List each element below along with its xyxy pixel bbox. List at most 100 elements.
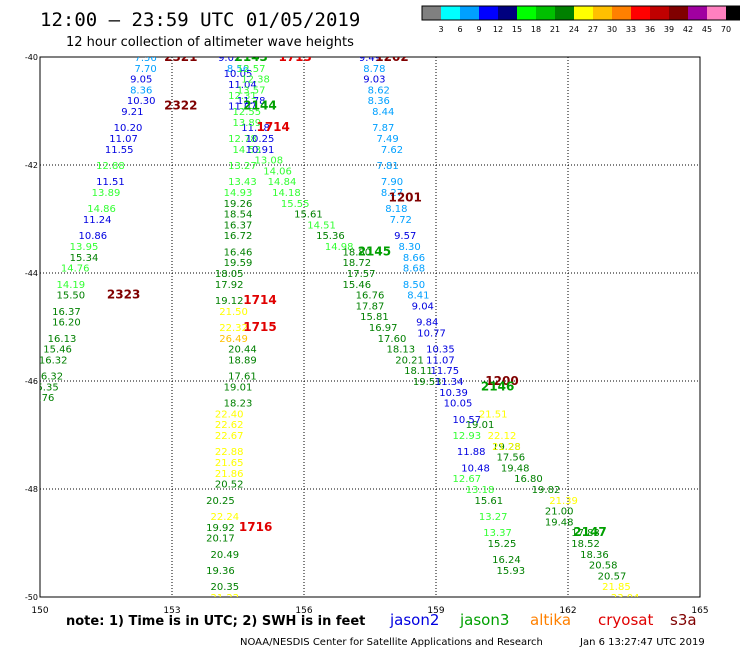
pass-time-label: 2145 bbox=[358, 244, 391, 258]
colorbar-swatch bbox=[441, 6, 460, 20]
swh-value-label: 19.36 bbox=[206, 566, 235, 577]
swh-value-label: 13.37 bbox=[483, 528, 512, 539]
swh-value-label: 14.51 bbox=[307, 220, 336, 231]
swh-value-label: 10.25 bbox=[246, 134, 275, 145]
swh-value-label: 11.75 bbox=[430, 366, 459, 377]
swh-value-label: 19.12 bbox=[215, 296, 244, 307]
swh-value-label: 13.27 bbox=[228, 161, 257, 172]
swh-value-label: 14.76 bbox=[61, 264, 90, 275]
footer-credit: NOAA/NESDIS Center for Satellite Applica… bbox=[240, 637, 543, 648]
swh-value-label: 17.56 bbox=[496, 453, 525, 464]
swh-value-label: 18.72 bbox=[342, 258, 371, 269]
swh-value-label: 15.34 bbox=[70, 253, 99, 264]
x-tick-label: 162 bbox=[559, 606, 576, 616]
y-tick-label: -40 bbox=[25, 53, 38, 62]
y-tick-label: -44 bbox=[25, 269, 38, 278]
legend-jason3: jason3 bbox=[459, 611, 509, 629]
x-tick-label: 150 bbox=[31, 606, 48, 616]
pass-time-label: 1714 bbox=[256, 120, 289, 134]
colorbar-swatch bbox=[574, 6, 593, 20]
colorbar-swatch bbox=[612, 6, 631, 20]
swh-value-label: 22.40 bbox=[215, 409, 244, 420]
colorbar-tick-label: 24 bbox=[569, 25, 579, 34]
pass-time-label: 2322 bbox=[164, 99, 197, 113]
swh-value-label: 9.02 bbox=[218, 53, 240, 64]
swh-value-label: 8.56 bbox=[227, 64, 249, 75]
swh-value-label: 10.86 bbox=[78, 231, 107, 242]
x-tick-label: 159 bbox=[427, 606, 444, 616]
swh-value-label: 17.83 bbox=[571, 528, 600, 539]
swh-value-label: 8.36 bbox=[130, 85, 152, 96]
swh-value-label: 13.08 bbox=[254, 156, 283, 167]
chart-subtitle: 12 hour collection of altimeter wave hei… bbox=[66, 35, 354, 50]
legend-altika: altika bbox=[530, 611, 571, 629]
swh-value-label: 18.54 bbox=[224, 210, 253, 221]
swh-value-label: 21.39 bbox=[549, 496, 578, 507]
colorbar-swatch bbox=[631, 6, 650, 20]
swh-value-label: 10.30 bbox=[127, 96, 156, 107]
colorbar-tick-label: 42 bbox=[683, 25, 693, 34]
y-tick-label: -42 bbox=[25, 161, 38, 170]
swh-value-label: 19.53 bbox=[413, 377, 442, 388]
swh-value-label: 13.57 bbox=[237, 85, 266, 96]
swh-value-label: 14.18 bbox=[272, 188, 301, 199]
swh-value-label: 12.31 bbox=[228, 91, 257, 102]
swh-value-label: 13.18 bbox=[466, 485, 495, 496]
swh-value-label: 20.25 bbox=[206, 496, 235, 507]
swh-value-label: 16.13 bbox=[48, 334, 77, 345]
colorbar-swatch bbox=[726, 6, 740, 20]
swh-value-label: 13.43 bbox=[228, 177, 257, 188]
swh-value-label: 8.30 bbox=[398, 242, 420, 253]
swh-value-label: 21.86 bbox=[215, 469, 244, 480]
swh-value-label: 14.93 bbox=[224, 188, 253, 199]
colorbar-tick-label: 45 bbox=[702, 25, 712, 34]
swh-value-label: 19.28 bbox=[492, 442, 521, 453]
colorbar-tick-label: 21 bbox=[550, 25, 560, 34]
pass-time-label: 1716 bbox=[239, 520, 272, 534]
swh-value-label: 15.46 bbox=[342, 280, 371, 291]
swh-value-label: 7.62 bbox=[381, 145, 403, 156]
pass-time-label: 2323 bbox=[107, 288, 140, 302]
pass-time-label: 1201 bbox=[388, 190, 421, 204]
swh-value-label: 15.50 bbox=[56, 291, 85, 302]
swh-value-label: 7.56 bbox=[134, 53, 156, 64]
swh-value-label: 19.59 bbox=[224, 258, 253, 269]
colorbar-tick-label: 30 bbox=[607, 25, 617, 34]
colorbar-swatch bbox=[688, 6, 707, 20]
colorbar-tick-label: 12 bbox=[493, 25, 503, 34]
colorbar-frame bbox=[421, 5, 740, 21]
swh-value-label: 8.78 bbox=[363, 64, 385, 75]
colorbar-tick-label: 15 bbox=[512, 25, 522, 34]
swh-value-label: 7.90 bbox=[381, 177, 403, 188]
swh-value-label: 17.87 bbox=[356, 301, 385, 312]
swh-value-label: 22.88 bbox=[215, 447, 244, 458]
swh-value-label: 15.55 bbox=[281, 199, 310, 210]
swh-value-label: 11.88 bbox=[457, 447, 486, 458]
swh-value-label: 15.35 bbox=[30, 382, 59, 393]
swh-value-label: 21.65 bbox=[215, 458, 244, 469]
swh-value-label: 10.57 bbox=[452, 415, 481, 426]
swh-value-label: 22.32 bbox=[219, 323, 248, 334]
legend-jason2: jason2 bbox=[389, 611, 439, 629]
swh-value-label: 7.81 bbox=[376, 161, 398, 172]
swh-value-label: 10.05 bbox=[224, 69, 253, 80]
swh-value-label: 7.49 bbox=[376, 134, 398, 145]
data-points: 9.028.5610.0511.0412.5712.3813.5712.3111… bbox=[30, 53, 640, 597]
swh-value-label: 17.61 bbox=[228, 372, 257, 383]
x-tick-label: 153 bbox=[163, 606, 180, 616]
swh-value-label: 15.25 bbox=[488, 539, 517, 550]
swh-value-label: 22.62 bbox=[215, 420, 244, 431]
legend: note: 1) Time is in UTC; 2) SWH is in fe… bbox=[66, 611, 697, 629]
pass-time-label: 1200 bbox=[485, 374, 518, 388]
swh-value-label: 8.36 bbox=[368, 96, 390, 107]
swh-value-label: 16.97 bbox=[369, 323, 398, 334]
swh-value-label: 9.49 bbox=[359, 53, 381, 64]
plot-frame bbox=[39, 56, 701, 598]
swh-value-label: 15.36 bbox=[316, 231, 345, 242]
swh-value-label: 8.44 bbox=[372, 107, 394, 118]
swh-value-label: 18.89 bbox=[228, 355, 257, 366]
colorbar-swatch bbox=[650, 6, 669, 20]
swh-value-label: 12.88 bbox=[96, 161, 125, 172]
colorbar-swatch bbox=[498, 6, 517, 20]
